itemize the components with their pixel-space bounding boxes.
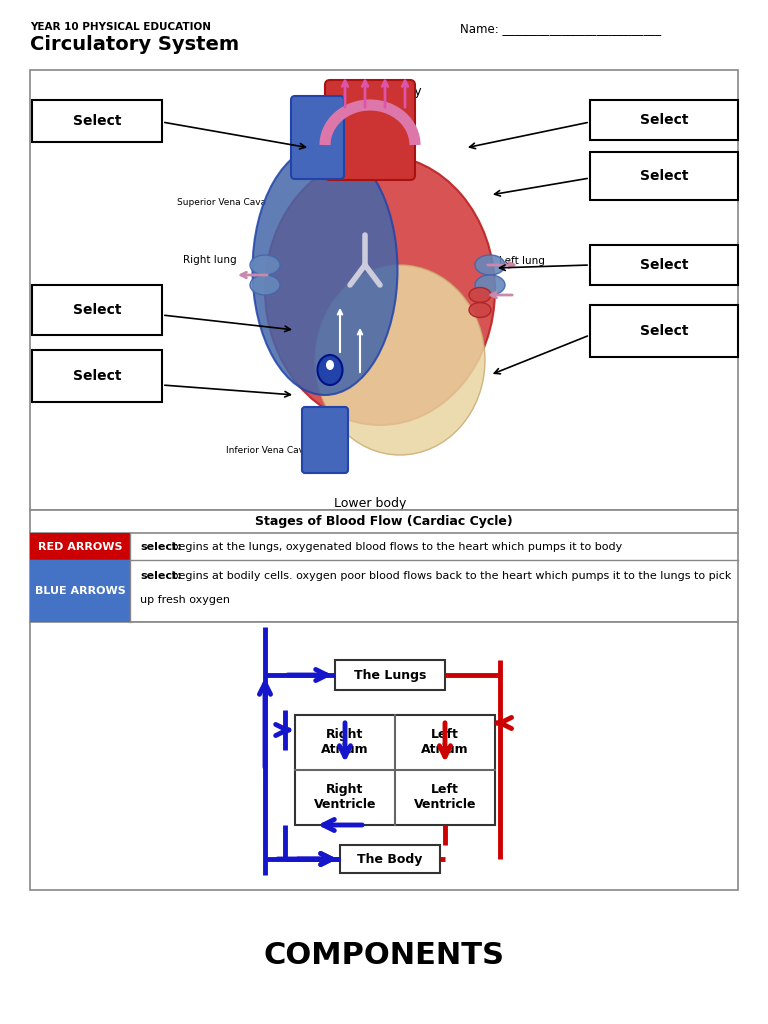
- Text: Inferior Vena Cava: Inferior Vena Cava: [227, 446, 310, 455]
- Ellipse shape: [475, 255, 505, 275]
- Text: select:: select:: [140, 571, 182, 581]
- FancyBboxPatch shape: [30, 534, 130, 560]
- Ellipse shape: [469, 288, 491, 302]
- Ellipse shape: [265, 155, 495, 425]
- Text: Select: Select: [73, 114, 121, 128]
- FancyBboxPatch shape: [30, 510, 738, 622]
- Text: Superior Vena Cava: Superior Vena Cava: [177, 198, 266, 207]
- FancyBboxPatch shape: [30, 622, 738, 890]
- Text: begins at bodily cells. oxygen poor blood flows back to the heart which pumps it: begins at bodily cells. oxygen poor bloo…: [168, 571, 731, 581]
- FancyBboxPatch shape: [340, 845, 440, 873]
- Text: Select: Select: [640, 258, 688, 272]
- FancyBboxPatch shape: [30, 70, 738, 510]
- Text: RED ARROWS: RED ARROWS: [38, 542, 122, 552]
- Text: Left
Atrium: Left Atrium: [421, 728, 468, 756]
- Ellipse shape: [475, 275, 505, 295]
- Ellipse shape: [253, 145, 398, 395]
- Ellipse shape: [315, 265, 485, 455]
- Text: Right lung: Right lung: [184, 255, 237, 265]
- FancyBboxPatch shape: [302, 407, 348, 473]
- Text: Right
Ventricle: Right Ventricle: [314, 783, 376, 811]
- Text: Select: Select: [640, 169, 688, 183]
- Ellipse shape: [250, 255, 280, 275]
- Text: select:: select:: [140, 542, 182, 552]
- FancyBboxPatch shape: [295, 715, 495, 825]
- Text: Upper body: Upper body: [349, 85, 422, 98]
- Text: Select: Select: [640, 113, 688, 127]
- FancyBboxPatch shape: [32, 100, 162, 142]
- Ellipse shape: [250, 275, 280, 295]
- Text: Select: Select: [640, 324, 688, 338]
- Text: Right
Atrium: Right Atrium: [321, 728, 369, 756]
- FancyBboxPatch shape: [325, 80, 415, 180]
- Text: BLUE ARROWS: BLUE ARROWS: [35, 586, 125, 596]
- FancyBboxPatch shape: [32, 350, 162, 402]
- Text: Left lung: Left lung: [499, 256, 545, 266]
- FancyBboxPatch shape: [291, 96, 344, 179]
- FancyBboxPatch shape: [590, 100, 738, 140]
- Ellipse shape: [326, 360, 334, 370]
- Text: Circulatory System: Circulatory System: [30, 35, 239, 54]
- Ellipse shape: [469, 302, 491, 317]
- FancyBboxPatch shape: [30, 560, 130, 622]
- Text: Lower body: Lower body: [334, 497, 406, 510]
- Text: Stages of Blood Flow (Cardiac Cycle): Stages of Blood Flow (Cardiac Cycle): [255, 515, 513, 528]
- Text: YEAR 10 PHYSICAL EDUCATION: YEAR 10 PHYSICAL EDUCATION: [30, 22, 211, 32]
- Text: The Body: The Body: [357, 853, 422, 865]
- Text: Name: ___________________________: Name: ___________________________: [460, 22, 661, 35]
- Text: The Lungs: The Lungs: [354, 669, 426, 682]
- FancyBboxPatch shape: [32, 285, 162, 335]
- Text: up fresh oxygen: up fresh oxygen: [140, 595, 230, 605]
- Text: Left
Ventricle: Left Ventricle: [414, 783, 476, 811]
- Text: begins at the lungs, oxygenated blood flows to the heart which pumps it to body: begins at the lungs, oxygenated blood fl…: [168, 542, 622, 552]
- FancyBboxPatch shape: [590, 305, 738, 357]
- Ellipse shape: [317, 355, 343, 385]
- Text: COMPONENTS: COMPONENTS: [263, 940, 505, 970]
- FancyBboxPatch shape: [590, 245, 738, 285]
- FancyBboxPatch shape: [335, 660, 445, 690]
- FancyBboxPatch shape: [590, 152, 738, 200]
- Text: Select: Select: [73, 303, 121, 317]
- Text: Select: Select: [73, 369, 121, 383]
